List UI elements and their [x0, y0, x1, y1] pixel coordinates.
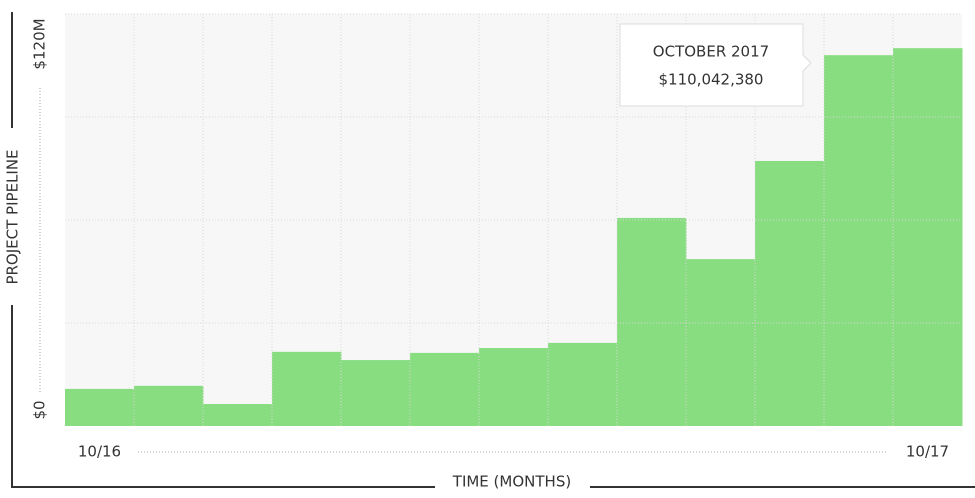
bar [341, 360, 411, 426]
tooltip-value: $110,042,380 [659, 71, 764, 89]
bar [134, 385, 204, 426]
bar [548, 342, 618, 426]
bar [893, 48, 963, 426]
bar [479, 348, 549, 426]
bar [203, 404, 273, 426]
bar [272, 351, 342, 426]
tooltip: OCTOBER 2017 $110,042,380 [619, 23, 812, 107]
x-tick-label: 10/16 [78, 443, 121, 461]
tooltip-title: OCTOBER 2017 [653, 43, 769, 61]
bar [686, 259, 756, 426]
bar [824, 55, 894, 426]
x-axis-title: TIME (MONTHS) [452, 473, 571, 491]
bar [410, 352, 480, 426]
bar [617, 217, 687, 426]
y-axis-title: PROJECT PIPELINE [4, 149, 22, 284]
bar [65, 388, 135, 426]
tooltip-box [619, 23, 812, 107]
axis-frame [11, 12, 975, 488]
y-tick-label: $0 [31, 400, 49, 419]
x-tick-label: 10/17 [906, 443, 949, 461]
plot [65, 13, 963, 427]
bar [755, 160, 825, 427]
y-tick-label: $120M [31, 18, 49, 69]
